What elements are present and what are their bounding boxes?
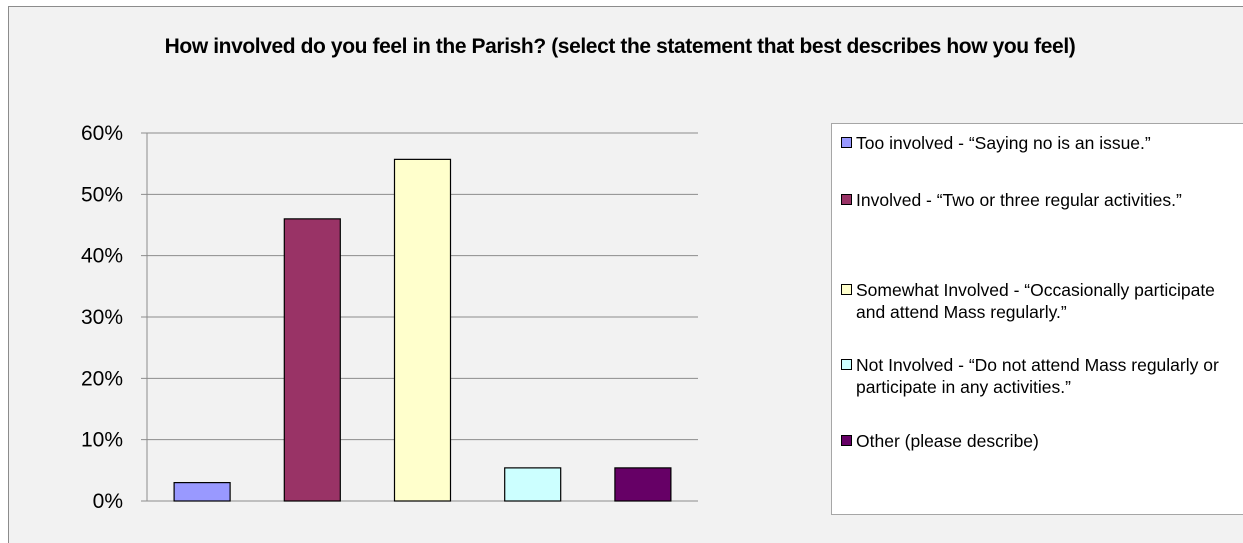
y-tick-label: 60% [81, 122, 123, 145]
y-tick-label: 40% [81, 245, 123, 268]
legend-swatch [841, 284, 852, 295]
legend-swatch [841, 194, 852, 205]
legend-label: Involved - “Two or three regular activit… [856, 190, 1182, 210]
legend-item: Involved - “Two or three regular activit… [841, 189, 1241, 211]
legend-swatch [841, 359, 852, 370]
legend-swatch [841, 137, 852, 148]
y-tick-label: 0% [93, 490, 123, 513]
legend-label: Other (please describe) [856, 431, 1039, 451]
legend-label: Too involved - “Saying no is an issue.” [856, 133, 1151, 153]
bar [614, 467, 672, 502]
y-tick-label: 30% [81, 306, 123, 329]
y-tick-label: 10% [81, 429, 123, 452]
bar [504, 467, 562, 502]
legend: Too involved - “Saying no is an issue.” I… [831, 123, 1243, 515]
legend-label: Somewhat Involved - “Occasionally partic… [856, 280, 1215, 322]
bars [173, 158, 672, 502]
y-axis: 0% 10% 20% 30% 40% 50% 60% [81, 122, 148, 513]
legend-item: Not Involved - “Do not attend Mass regul… [841, 354, 1241, 398]
legend-swatch [841, 435, 852, 446]
legend-label: Not Involved - “Do not attend Mass regul… [856, 355, 1219, 397]
bar [283, 218, 341, 502]
legend-item: Somewhat Involved - “Occasionally partic… [841, 279, 1241, 323]
legend-item: Other (please describe) [841, 430, 1241, 452]
legend-item: Too involved - “Saying no is an issue.” [841, 132, 1241, 154]
y-tick-label: 50% [81, 183, 123, 206]
bar [393, 158, 452, 502]
bar [173, 482, 231, 502]
y-tick-label: 20% [81, 367, 123, 390]
chart-title: How involved do you feel in the Parish? … [164, 35, 1076, 58]
